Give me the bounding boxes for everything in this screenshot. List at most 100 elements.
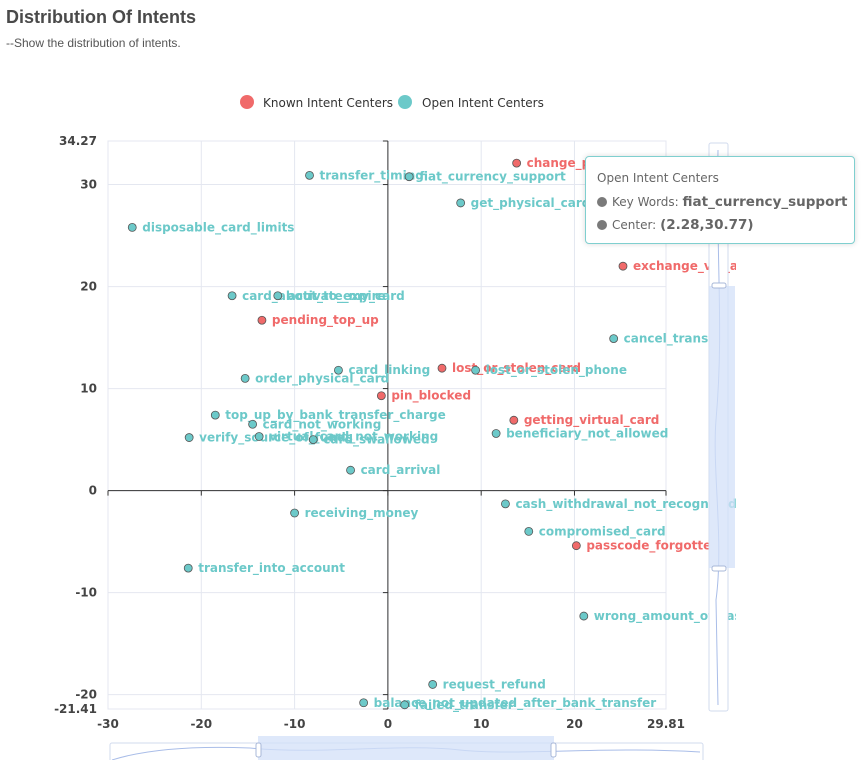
- x-zoom-slider[interactable]: [109, 736, 704, 760]
- tooltip-keywords-label: Key Words:: [612, 195, 679, 209]
- point-label: failed_transfer: [415, 698, 514, 713]
- scatter-point[interactable]: [376, 391, 386, 401]
- tooltip-center-row: Center: (2.28,30.77): [597, 217, 754, 233]
- tooltip-center-label: Center:: [612, 218, 657, 232]
- point-label: change_pin: [527, 156, 603, 171]
- point-label: exchange_via_app: [633, 259, 756, 274]
- scatter-point[interactable]: [512, 158, 522, 168]
- x-tick-label: 20: [566, 717, 583, 731]
- point-label: card_arrival: [361, 463, 441, 478]
- point-label: passcode_forgotten: [586, 539, 719, 554]
- legend[interactable]: Known Intent Centers Open Intent Centers: [240, 95, 544, 110]
- scatter-point[interactable]: [618, 261, 628, 271]
- point-label: cancel_transfer: [624, 332, 728, 347]
- y-zoom-slider[interactable]: [708, 142, 735, 712]
- scatter-point[interactable]: [184, 433, 194, 442]
- point-label: getting_virtual_card: [524, 413, 660, 428]
- point-label: order_physical_card: [255, 371, 389, 386]
- y-tick-label: 10: [80, 382, 97, 396]
- y-zoom-window[interactable]: [709, 286, 735, 568]
- point-label: request_refund: [443, 677, 546, 692]
- scatter-point[interactable]: [127, 223, 137, 232]
- y-tick-label: 30: [80, 178, 97, 192]
- x-tick-label: -20: [190, 717, 212, 731]
- point-label: wrong_amount_of_cash_received: [594, 609, 814, 624]
- scatter-point[interactable]: [471, 365, 480, 375]
- point-label: compromised_card: [539, 524, 666, 539]
- scatter-point[interactable]: [308, 435, 318, 444]
- scatter-point[interactable]: [210, 410, 220, 420]
- scatter-point[interactable]: [579, 611, 589, 621]
- y-tick-label: -20: [75, 688, 97, 702]
- point-label: card_linking: [348, 363, 430, 378]
- legend-known-marker[interactable]: [240, 95, 254, 109]
- scatter-point[interactable]: [524, 526, 534, 536]
- legend-open-marker[interactable]: [398, 95, 412, 109]
- scatter-point[interactable]: [571, 541, 581, 551]
- point-label: card_not_working: [263, 417, 382, 432]
- scatter-point[interactable]: [305, 170, 314, 180]
- scatter-point[interactable]: [404, 172, 414, 182]
- scatter-point[interactable]: [609, 334, 619, 343]
- scatter-point[interactable]: [257, 315, 267, 325]
- tooltip-keywords-row: Key Words: fiat_currency_support: [597, 194, 847, 210]
- point-label: transfer_into_account: [198, 561, 345, 576]
- point-label: fiat_currency_support: [419, 170, 566, 185]
- y-zoom-handle-bottom[interactable]: [711, 565, 727, 572]
- scatter-point[interactable]: [240, 373, 250, 383]
- tooltip-title: Open Intent Centers: [597, 171, 719, 185]
- tooltip-keywords-value: fiat_currency_support: [682, 194, 848, 210]
- x-zoom-handle-right[interactable]: [550, 742, 557, 758]
- x-tick-label: -30: [97, 717, 119, 731]
- point-label: pending_top_up: [272, 313, 379, 328]
- x-tick-label: 29.81: [647, 717, 685, 731]
- scatter-point[interactable]: [290, 508, 299, 518]
- point-label: lost_or_stolen_card: [452, 361, 581, 376]
- tooltip-bullet-icon: [597, 197, 607, 207]
- x-tick-label: 10: [473, 717, 490, 731]
- point-label: transfer_timing: [320, 168, 424, 183]
- point-label: pin_blocked: [391, 389, 471, 404]
- page-subtitle: --Show the distribution of intents.: [6, 36, 181, 50]
- tooltip: Open Intent Centers Key Words: fiat_curr…: [585, 156, 855, 244]
- y-tick-label: 20: [80, 280, 97, 294]
- scatter-point[interactable]: [428, 680, 438, 689]
- point-label: card_swallowed: [323, 433, 429, 448]
- x-tick-label: 0: [384, 717, 392, 731]
- tooltip-bullet-icon: [597, 220, 607, 230]
- point-label: get_physical_card: [471, 196, 591, 211]
- y-tick-label: -10: [75, 586, 97, 600]
- scatter-point[interactable]: [501, 499, 510, 509]
- point-label: receiving_money: [305, 506, 419, 521]
- scatter-point[interactable]: [491, 429, 501, 438]
- point-label: activate_my_card: [288, 289, 405, 304]
- scatter-point[interactable]: [334, 365, 343, 375]
- tooltip-center-value: (2.28,30.77): [660, 217, 754, 233]
- scatter-point[interactable]: [254, 432, 264, 441]
- y-tick-label: 34.27: [59, 134, 97, 148]
- scatter-marks: change_pin exchange_via_app pending_top_up…: [127, 156, 814, 713]
- x-zoom-handle-left[interactable]: [255, 742, 262, 758]
- x-tick-label: -10: [284, 717, 306, 731]
- scatter-point[interactable]: [509, 415, 519, 425]
- point-label: disposable_card_limits: [142, 220, 294, 235]
- scatter-point[interactable]: [346, 465, 355, 475]
- point-label: balance_not_updated_after_bank_transfer: [374, 696, 657, 711]
- scatter-point[interactable]: [183, 563, 193, 573]
- scatter-point[interactable]: [248, 419, 258, 429]
- scatter-point[interactable]: [273, 291, 283, 301]
- scatter-point[interactable]: [456, 198, 466, 208]
- legend-open-label[interactable]: Open Intent Centers: [422, 96, 544, 110]
- scatter-point[interactable]: [400, 700, 410, 710]
- point-label: lost_or_stolen_phone: [486, 363, 627, 378]
- scatter-point[interactable]: [359, 698, 369, 708]
- y-zoom-handle-top[interactable]: [711, 282, 727, 289]
- scatter-point[interactable]: [227, 291, 237, 301]
- x-zoom-window[interactable]: [258, 736, 554, 760]
- scatter-point[interactable]: [437, 363, 447, 373]
- page-title: Distribution Of Intents: [6, 7, 196, 27]
- legend-known-label[interactable]: Known Intent Centers: [263, 96, 393, 110]
- y-tick-label: -21.41: [54, 702, 97, 716]
- point-label: cash_withdrawal_not_recognised: [515, 497, 736, 512]
